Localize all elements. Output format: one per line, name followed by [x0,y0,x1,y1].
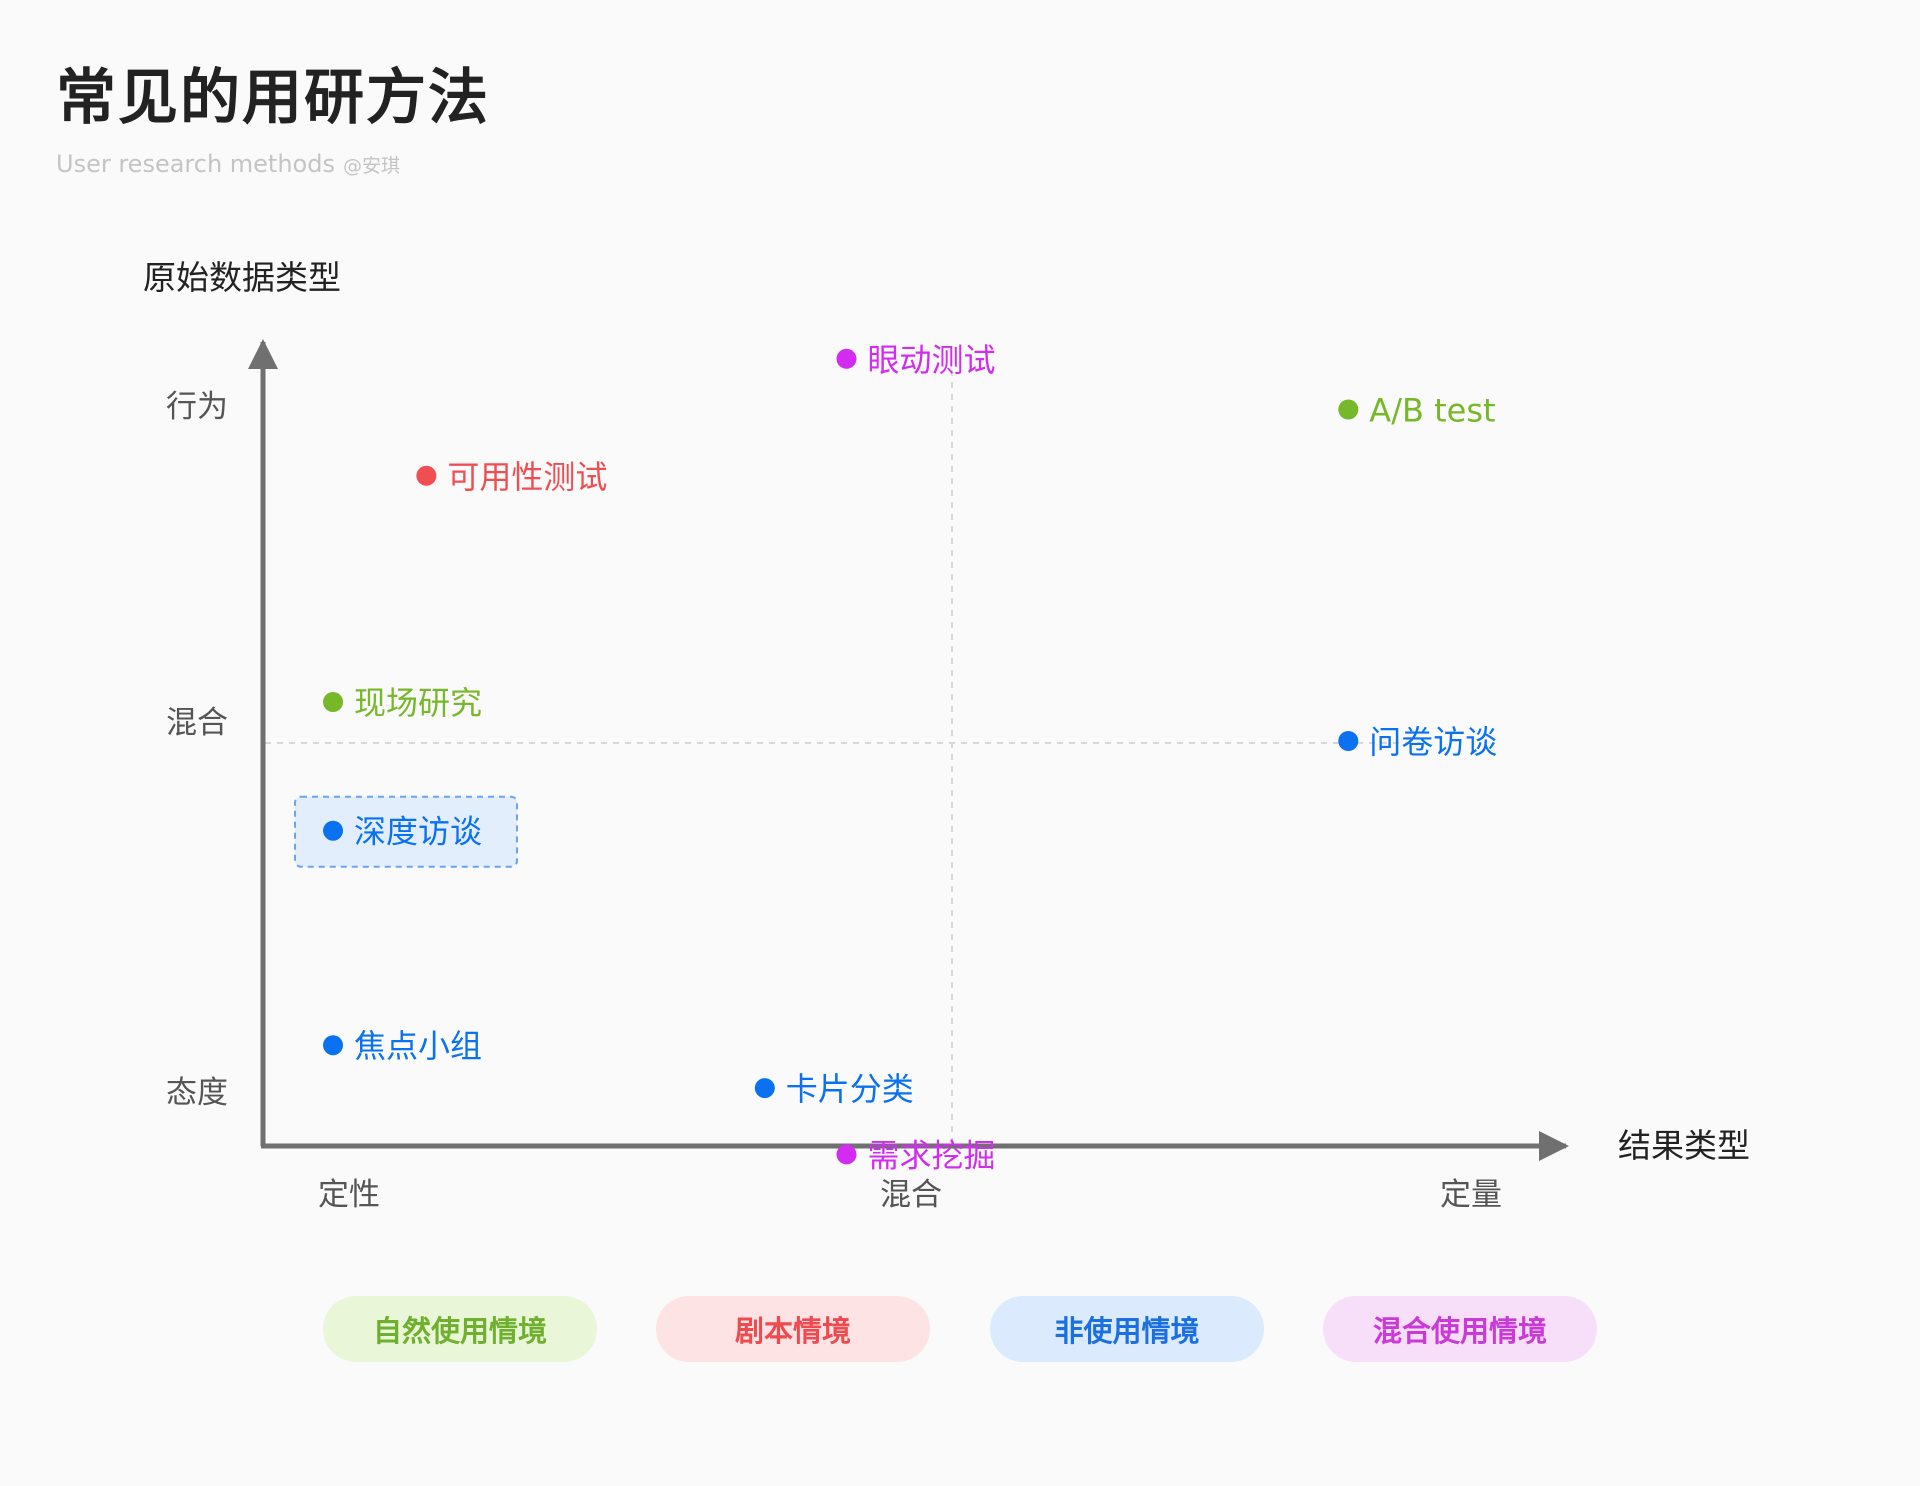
y-tick-label-attitude: 态度 [166,1075,228,1111]
y-tick-label-behavior: 行为 [166,389,228,425]
point-7-marker [754,1078,775,1099]
point-5-label: 深度访谈 [354,813,482,851]
point-0-marker [836,348,857,369]
legend-natural-use: 自然使用情境 [323,1296,597,1362]
point-3-marker [323,692,344,712]
legend-label: 非使用情境 [1054,1314,1200,1348]
legend-label: 混合使用情境 [1372,1314,1547,1348]
point-6-label: 焦点小组 [354,1027,482,1065]
point-1-marker [1338,399,1359,420]
point-7-label: 卡片分类 [786,1070,914,1108]
point-6-marker [323,1035,344,1056]
legend-mixed-use: 混合使用情境 [1323,1296,1597,1362]
x-tick-label-qualitative: 定性 [318,1177,380,1213]
point-8-label: 需求挖掘 [868,1136,996,1174]
point-5-marker [323,820,344,841]
y-tick-label-mixed: 混合 [166,705,228,741]
page-title: 常见的用研方法 [56,63,490,133]
point-1-label: A/B test [1369,392,1495,430]
point-4-marker [1338,731,1359,751]
x-tick-label-quantitative: 定量 [1440,1177,1502,1213]
data-points: 眼动测试 A/B test 可用性测试现场研究问卷访谈深度访谈焦点小组卡片分类需求挖… [294,341,1497,1174]
legend-non-use: 非使用情境 [990,1296,1264,1362]
point-0-label: 眼动测试 [868,341,996,379]
point-8-marker [836,1144,857,1165]
subtitle-text: User research methods [56,150,335,178]
point-5-highlight-box [294,795,519,868]
point-2-label: 可用性测试 [447,458,607,496]
legend-label: 自然使用情境 [372,1314,547,1348]
page-subtitle: User research methods @安琪 [56,152,400,176]
legend-label: 剧本情境 [734,1314,851,1348]
author-credit: @安琪 [342,155,400,177]
y-axis-label: 原始数据类型 [143,258,341,297]
point-2-marker [416,465,437,486]
x-tick-label-mixed: 混合 [880,1177,942,1213]
x-axis-label: 结果类型 [1618,1126,1750,1165]
legend-scripted: 剧本情境 [656,1296,930,1362]
point-3-label: 现场研究 [354,684,482,722]
point-4-label: 问卷访谈 [1369,723,1497,761]
